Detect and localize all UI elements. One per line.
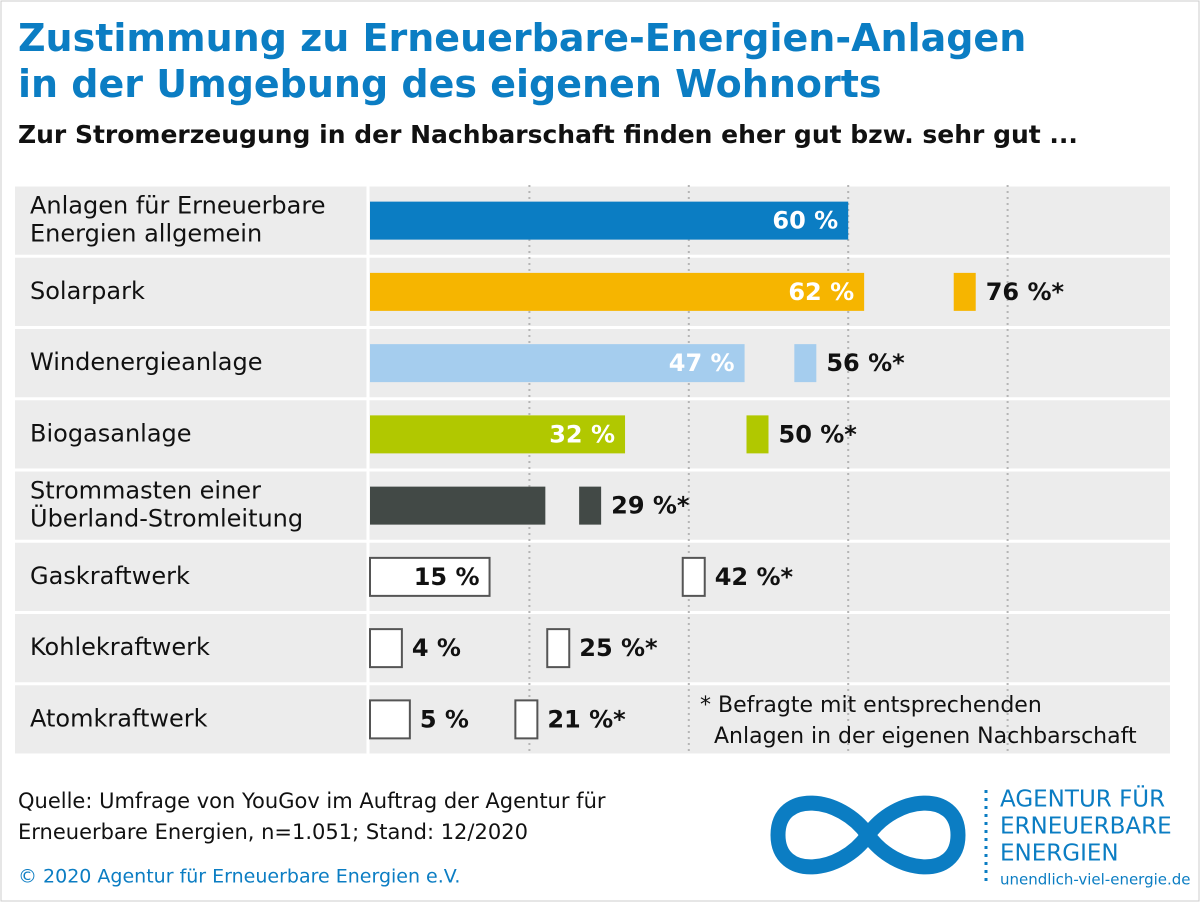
bar (370, 272, 865, 311)
neighborhood-label: 25 %* (579, 634, 658, 662)
value-label: 62 % (788, 278, 854, 306)
neighborhood-label: 56 %* (826, 349, 905, 377)
category-label: Atomkraftwerk (30, 704, 208, 732)
neighborhood-marker (953, 272, 976, 311)
neighborhood-label: 42 %* (715, 563, 794, 591)
neighborhood-marker (579, 486, 602, 525)
category-label: Biogasanlage (30, 419, 192, 447)
category-label: Anlagen für Erneuerbare Energien allgemei… (30, 192, 325, 248)
logo-text: ENERGIEN (1000, 841, 1119, 867)
value-label: 5 % (420, 705, 469, 733)
neighborhood-label: 29 %* (611, 492, 690, 520)
bar (369, 699, 411, 740)
logo-text: ERNEUERBARE (1000, 814, 1172, 840)
plot: Anlagen für Erneuerbare Energien allgemei… (15, 183, 1170, 757)
neighborhood-marker (546, 628, 571, 669)
neighborhood-label: 76 %* (986, 278, 1065, 306)
copyright: © 2020 Agentur für Erneuerbare Energien … (18, 866, 460, 888)
neighborhood-marker (794, 344, 817, 383)
category-label: Windenergieanlage (30, 348, 262, 376)
category-label: Solarpark (30, 277, 145, 305)
neighborhood-label: 50 %* (779, 420, 858, 448)
footnote: * Befragte mit entsprechenden Anlagen in… (700, 693, 1137, 749)
neighborhood-marker (746, 415, 769, 454)
bar (370, 201, 849, 240)
chart-title: Zustimmung zu Erneuerbare-Energien-Anlag… (18, 16, 1026, 106)
neighborhood-marker (514, 699, 539, 740)
logo-mark (770, 795, 966, 875)
bar (370, 344, 745, 383)
bar (369, 628, 403, 669)
category-label: Strommasten einer Überland-Stromleitung (30, 477, 303, 533)
source: Quelle: Umfrage von YouGov im Auftrag de… (18, 789, 606, 844)
bar (370, 486, 546, 525)
value-label: 15 % (414, 563, 480, 591)
bar (369, 556, 491, 597)
category-label: Gaskraftwerk (30, 562, 190, 590)
neighborhood-label: 21 %* (547, 705, 626, 733)
value-label: 4 % (412, 634, 461, 662)
neighborhood-marker (681, 556, 706, 597)
logo-text: AGENTUR FÜR (1000, 785, 1165, 813)
logo-url: unendlich-viel-energie.de (1000, 871, 1191, 889)
bar (370, 415, 626, 454)
value-label: 60 % (772, 207, 838, 235)
chart-subtitle: Zur Stromerzeugung in der Nachbarschaft … (18, 120, 1078, 149)
category-label: Kohlekraftwerk (30, 633, 210, 661)
value-label: 47 % (669, 349, 735, 377)
value-label: 32 % (549, 420, 615, 448)
